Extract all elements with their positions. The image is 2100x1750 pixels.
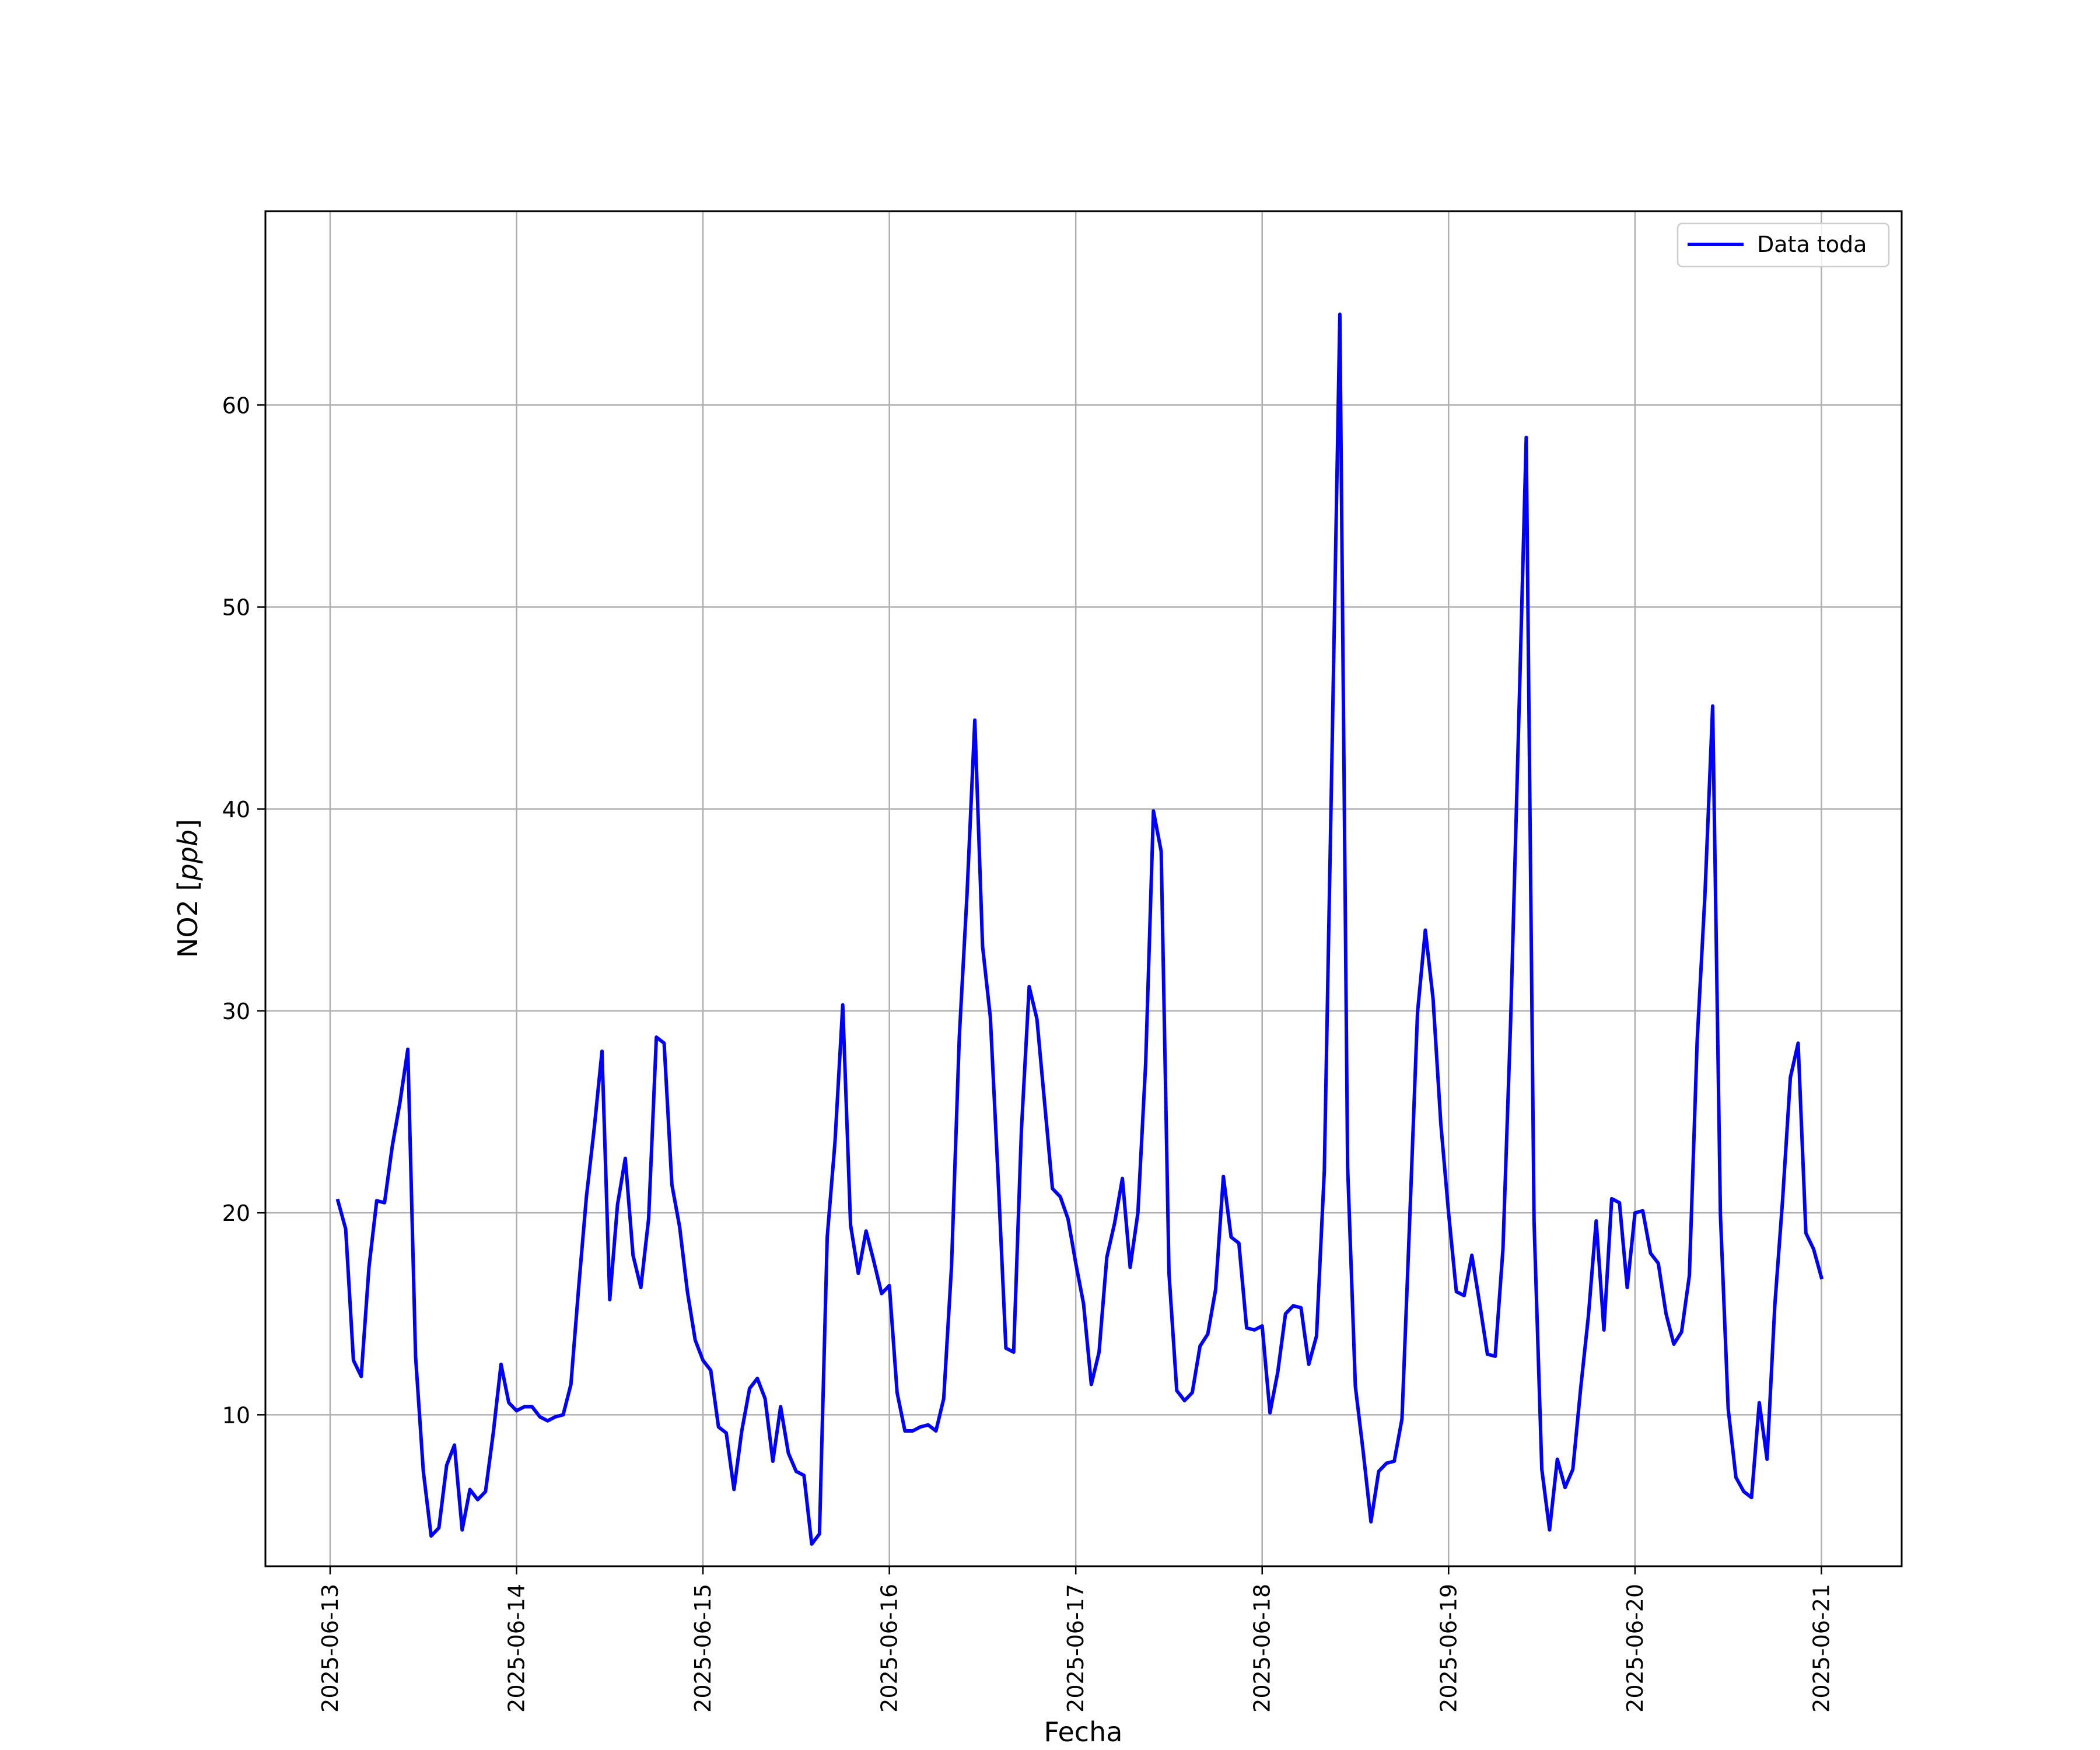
x-tick-label: 2025-06-19 — [1436, 1584, 1461, 1713]
legend-label: Data toda — [1757, 232, 1867, 257]
x-tick-label: 2025-06-15 — [690, 1584, 716, 1713]
y-axis-label: NO2 [ppb] — [172, 819, 204, 958]
x-tick-label: 2025-06-14 — [504, 1584, 530, 1713]
x-tick-label: 2025-06-16 — [877, 1584, 902, 1713]
y-tick-label: 10 — [222, 1402, 250, 1428]
x-tick-label: 2025-06-13 — [317, 1584, 343, 1713]
legend-box — [1676, 222, 1890, 268]
ticks: 2025-06-13 2025-06-14 2025-06-15 2025-06-16… — [222, 393, 1835, 1712]
y-tick-label: 20 — [222, 1200, 250, 1226]
y-tick-label: 60 — [222, 393, 250, 418]
x-tick-label: 2025-06-20 — [1622, 1584, 1648, 1713]
legend: Data toda — [1676, 222, 1890, 268]
x-tick-label: 2025-06-18 — [1250, 1584, 1275, 1713]
y-tick-label: 30 — [222, 999, 250, 1024]
plot-frame — [264, 210, 1903, 1567]
y-tick-label: 50 — [222, 595, 250, 621]
grid — [265, 211, 1902, 1566]
x-axis-label: Fecha — [1044, 1716, 1123, 1748]
series-layer — [335, 312, 1824, 1546]
y-tick-label: 40 — [222, 797, 250, 822]
series-line-0 — [335, 312, 1824, 1546]
x-tick-label: 2025-06-17 — [1063, 1584, 1088, 1713]
x-tick-label: 2025-06-21 — [1808, 1584, 1834, 1713]
